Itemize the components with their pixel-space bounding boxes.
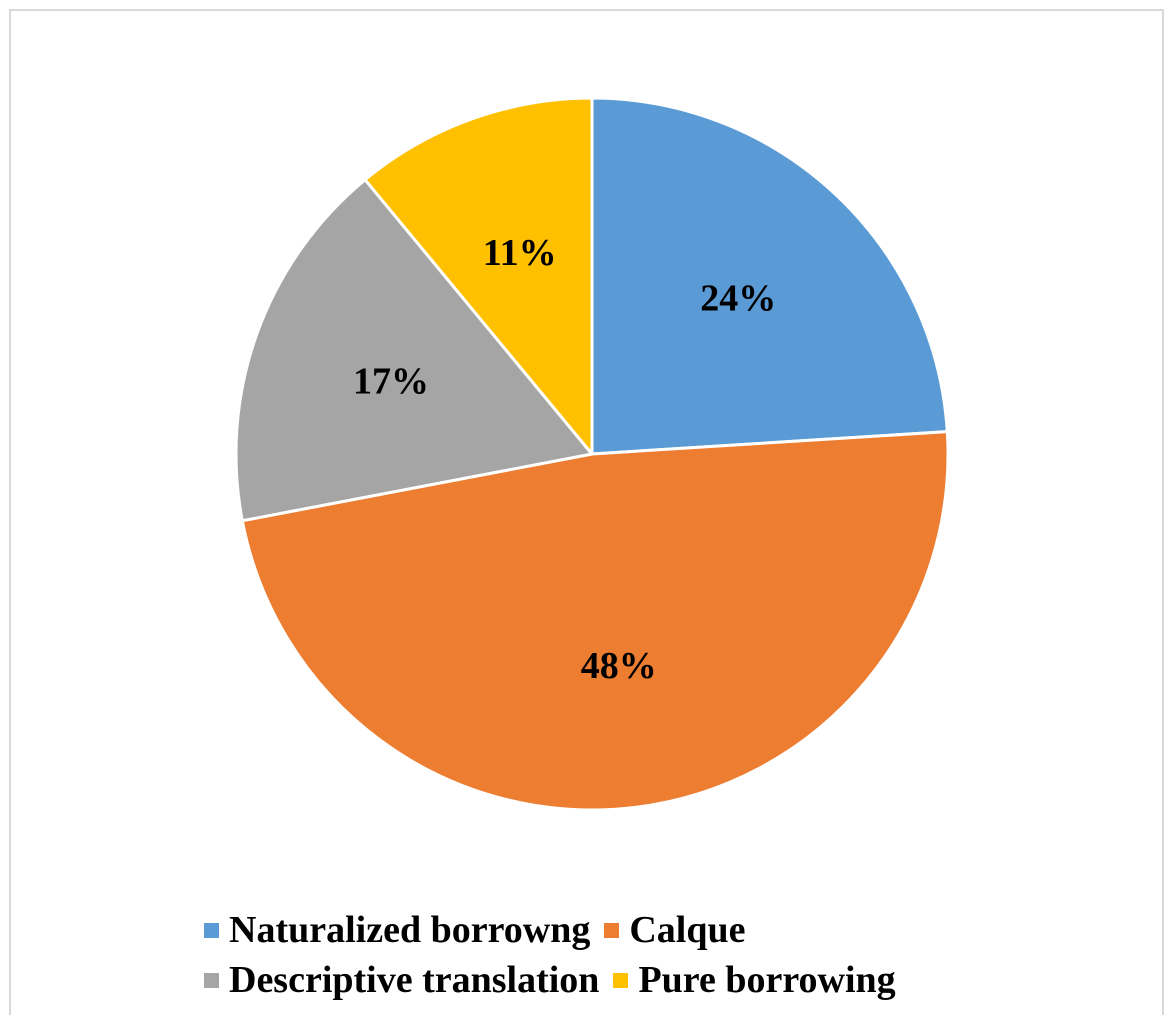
legend-label-pure-borrowing: Pure borrowing <box>638 959 896 1001</box>
pie-slice-descriptive-translation <box>234 178 594 523</box>
pie-slice-pure-borrowing <box>363 96 594 456</box>
legend-item-naturalized-borrowng: Naturalized borrowng <box>204 908 590 952</box>
data-label-calque: 48% <box>581 645 657 687</box>
pie-slices <box>234 96 950 812</box>
legend: Naturalized borrowng Calque Descriptive … <box>204 905 1004 1005</box>
data-label-pure-borrowing: 11% <box>483 232 557 274</box>
legend-row-1: Naturalized borrowng Calque <box>204 905 1004 955</box>
legend-swatch-descriptive-translation <box>204 972 219 988</box>
pie-data-labels: 24% 48% 17% 11% <box>353 232 776 687</box>
pie-slice-naturalized-borrowng <box>590 96 949 456</box>
legend-label-calque: Calque <box>629 909 746 951</box>
pie-slice-calque <box>240 430 950 812</box>
legend-row-2: Descriptive translation Pure borrowing <box>204 955 1004 1005</box>
legend-swatch-naturalized-borrowng <box>204 922 219 938</box>
legend-label-naturalized-borrowng: Naturalized borrowng <box>229 909 591 951</box>
data-label-descriptive-translation: 17% <box>353 361 429 403</box>
legend-swatch-calque <box>604 922 620 938</box>
legend-swatch-pure-borrowing <box>613 972 629 988</box>
legend-item-calque: Calque <box>604 908 745 952</box>
legend-item-pure-borrowing: Pure borrowing <box>613 958 896 1002</box>
legend-label-descriptive-translation: Descriptive translation <box>229 959 600 1001</box>
data-label-naturalized-borrowng: 24% <box>700 277 776 319</box>
legend-item-descriptive-translation: Descriptive translation <box>204 958 599 1002</box>
